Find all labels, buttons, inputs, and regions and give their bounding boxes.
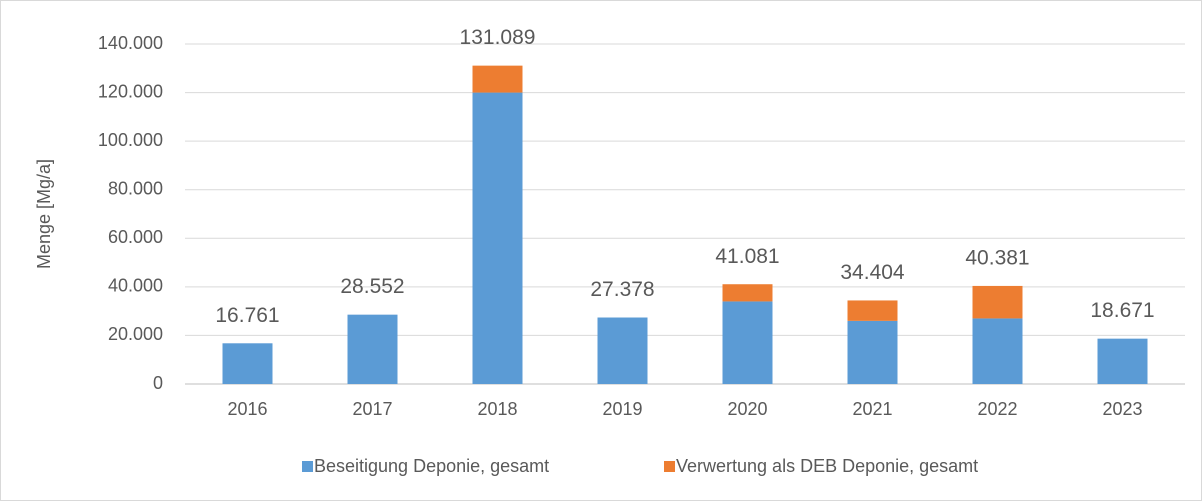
x-tick-label: 2019 [602, 399, 642, 419]
x-tick-label: 2023 [1102, 399, 1142, 419]
total-label: 34.404 [840, 261, 905, 284]
total-label: 18.671 [1090, 299, 1154, 322]
y-tick-label: 100.000 [98, 130, 163, 150]
legend-label: Beseitigung Deponie, gesamt [314, 456, 549, 476]
y-tick-label: 20.000 [108, 324, 163, 344]
bar-segment [347, 314, 398, 384]
x-tick-label: 2021 [852, 399, 892, 419]
y-tick-label: 80.000 [108, 178, 163, 198]
bar-segment [597, 317, 648, 384]
legend-label: Verwertung als DEB Deponie, gesamt [676, 456, 978, 476]
total-label: 27.378 [590, 278, 654, 301]
x-tick-label: 2016 [227, 399, 267, 419]
y-axis-label: Menge [Mg/a] [34, 159, 54, 269]
bar-segment [972, 285, 1023, 319]
y-tick-label: 60.000 [108, 227, 163, 247]
total-label: 131.089 [460, 26, 536, 49]
total-label: 40.381 [965, 246, 1029, 269]
bar-segment [472, 92, 523, 385]
x-tick-label: 2022 [977, 399, 1017, 419]
bar-segment [847, 300, 898, 321]
legend-swatch [664, 461, 675, 472]
legend-swatch [302, 461, 313, 472]
y-tick-label: 40.000 [108, 276, 163, 296]
y-tick-label: 120.000 [98, 81, 163, 101]
y-tick-label: 0 [153, 373, 163, 393]
bar-segment [722, 301, 773, 384]
bar-segment [972, 318, 1023, 384]
total-label: 41.081 [715, 245, 779, 268]
total-label: 16.761 [215, 304, 279, 327]
x-tick-label: 2020 [727, 399, 767, 419]
x-tick-label: 2018 [477, 399, 517, 419]
y-tick-label: 140.000 [98, 33, 163, 53]
bar-segment [222, 343, 273, 384]
x-tick-label: 2017 [352, 399, 392, 419]
bar-segment [722, 284, 773, 302]
bar-segment [1097, 338, 1148, 384]
total-label: 28.552 [340, 275, 404, 298]
bar-segment [847, 320, 898, 384]
bar-segment [472, 65, 523, 93]
